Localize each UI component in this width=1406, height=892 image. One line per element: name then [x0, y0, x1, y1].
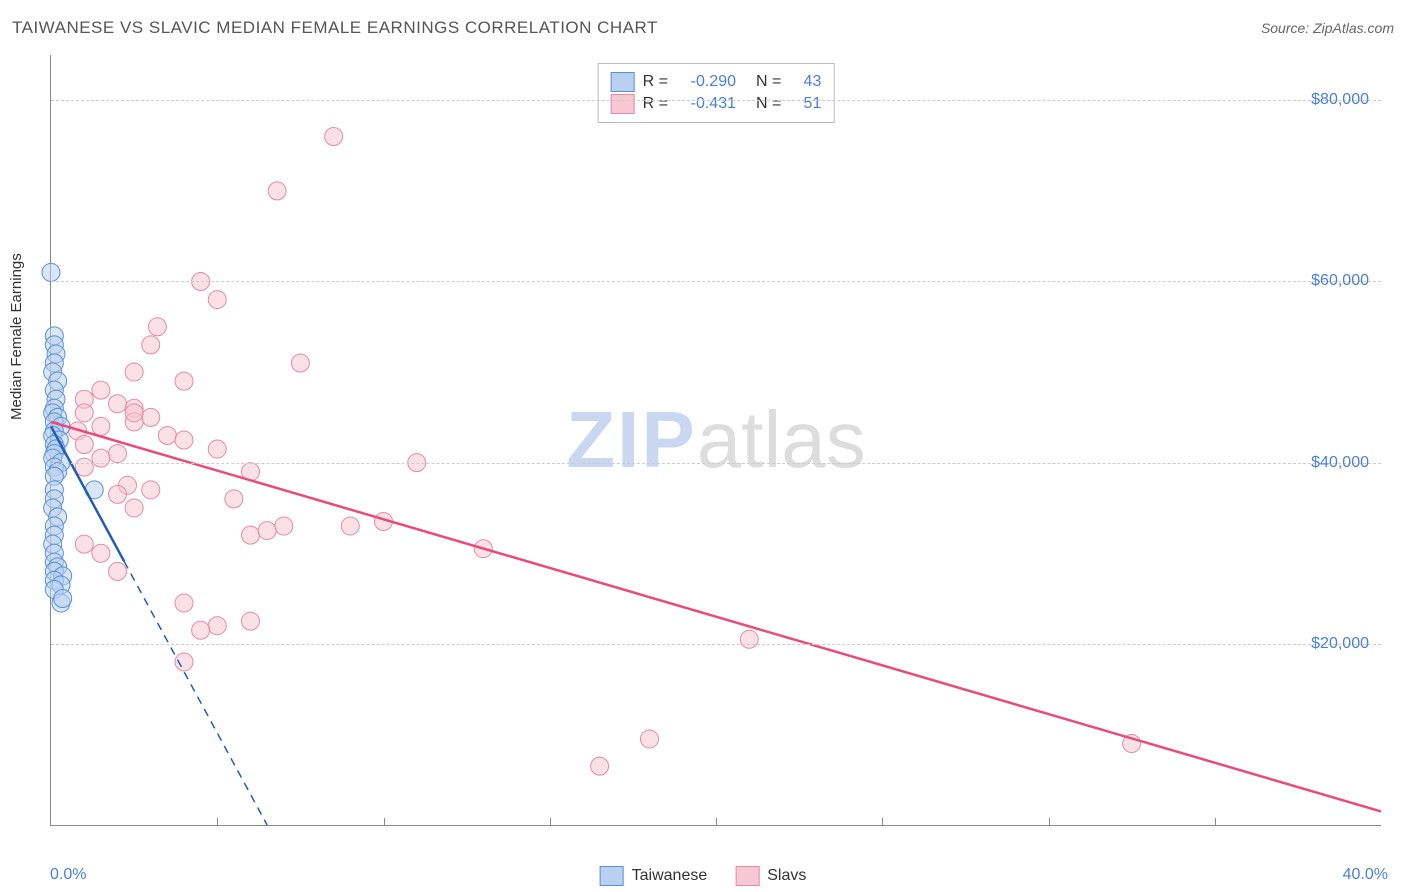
slavs-point: [92, 417, 110, 435]
source-attribution: Source: ZipAtlas.com: [1261, 20, 1394, 36]
stats-row-taiwanese: R =-0.290N =43: [611, 72, 822, 92]
slavs-point: [109, 395, 127, 413]
gridline: [51, 281, 1381, 282]
slavs-point: [208, 617, 226, 635]
gridline: [51, 463, 1381, 464]
slavs-point: [92, 544, 110, 562]
chart-title: TAIWANESE VS SLAVIC MEDIAN FEMALE EARNIN…: [12, 18, 658, 38]
slavs-point: [291, 354, 309, 372]
x-tick: [882, 818, 883, 826]
slavs-point: [641, 730, 659, 748]
slavs-point: [75, 404, 93, 422]
slavs-point: [142, 336, 160, 354]
slavs-point: [158, 426, 176, 444]
slavs-point: [325, 128, 343, 146]
slavs-point: [109, 562, 127, 580]
y-tick-label: $80,000: [1311, 91, 1369, 109]
x-tick: [384, 818, 385, 826]
slavs-point: [92, 381, 110, 399]
gridline: [51, 644, 1381, 645]
taiwanese-swatch-icon: [600, 866, 624, 886]
chart-svg: [51, 55, 1381, 825]
taiwanese-point: [54, 590, 72, 608]
x-tick: [716, 818, 717, 826]
slavs-point: [175, 372, 193, 390]
slavs-point: [92, 449, 110, 467]
y-tick-label: $40,000: [1311, 454, 1369, 472]
slavs-point: [75, 436, 93, 454]
plot-area: ZIPatlas R =-0.290N =43R =-0.431N =51 $2…: [50, 55, 1381, 826]
slavs-point: [142, 408, 160, 426]
slavs-point: [208, 440, 226, 458]
x-tick: [550, 818, 551, 826]
slavs-swatch-icon: [611, 94, 635, 114]
legend-item-slavs: Slavs: [735, 866, 806, 886]
y-tick-label: $20,000: [1311, 635, 1369, 653]
slavs-point: [75, 535, 93, 553]
taiwanese-swatch-icon: [611, 72, 635, 92]
slavs-point: [242, 612, 260, 630]
slavs-point: [125, 499, 143, 517]
gridline: [51, 100, 1381, 101]
slavs-point: [175, 594, 193, 612]
slavs-swatch-icon: [735, 866, 759, 886]
slavs-point: [740, 630, 758, 648]
slavs-point: [225, 490, 243, 508]
y-tick-label: $60,000: [1311, 272, 1369, 290]
slavs-point: [142, 481, 160, 499]
stats-legend-box: R =-0.290N =43R =-0.431N =51: [598, 63, 835, 123]
slavs-point: [109, 445, 127, 463]
x-tick: [1049, 818, 1050, 826]
slavs-point: [125, 404, 143, 422]
slavs-point: [341, 517, 359, 535]
slavs-point: [175, 653, 193, 671]
slavs-point: [258, 522, 276, 540]
slavs-point: [148, 318, 166, 336]
slavs-point: [109, 485, 127, 503]
legend-item-taiwanese: Taiwanese: [600, 866, 708, 886]
slavs-point: [268, 182, 286, 200]
x-axis-min-label: 0.0%: [50, 866, 86, 884]
slavs-point: [175, 431, 193, 449]
x-tick: [1215, 818, 1216, 826]
slavs-point: [242, 526, 260, 544]
slavs-point: [275, 517, 293, 535]
x-axis-max-label: 40.0%: [1343, 866, 1388, 884]
slavs-point: [192, 621, 210, 639]
taiwanese-point: [42, 263, 60, 281]
slavs-point: [75, 458, 93, 476]
x-tick: [217, 818, 218, 826]
stats-row-slavs: R =-0.431N =51: [611, 94, 822, 114]
bottom-legend: Taiwanese Slavs: [600, 866, 807, 886]
taiwanese-trendline-dashed: [124, 561, 267, 825]
slavs-point: [591, 757, 609, 775]
slavs-point: [208, 291, 226, 309]
y-axis-label: Median Female Earnings: [8, 253, 25, 420]
slavs-point: [125, 363, 143, 381]
